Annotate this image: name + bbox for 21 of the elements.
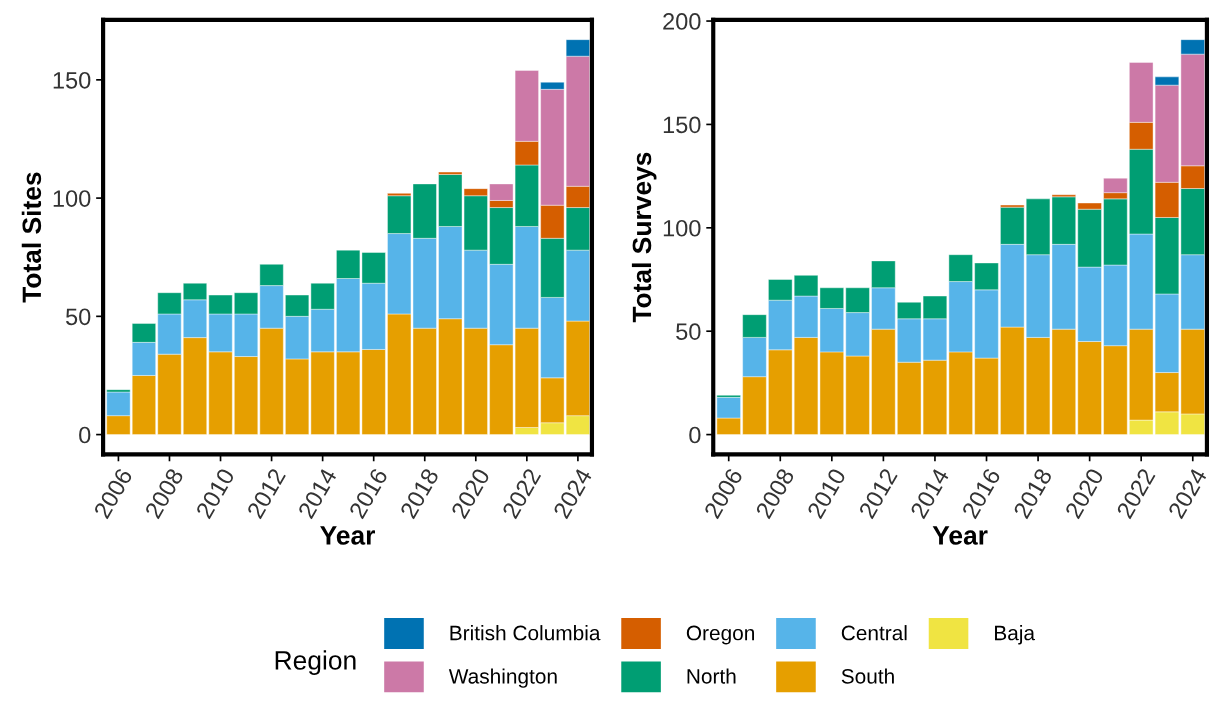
y-tick-label: 100 (53, 190, 91, 207)
legend-label: Washington (448, 668, 557, 688)
legend-label: British Columbia (450, 625, 601, 641)
x-axis-title: Year (932, 526, 988, 545)
y-axis-title: Total Surveys (631, 152, 657, 323)
y-tick-label: 0 (689, 426, 701, 444)
y-axis-title: Total Sites (21, 172, 42, 303)
legend-title: Region (275, 650, 356, 675)
legend-label: Oregon (686, 625, 754, 645)
y-tick-label: 50 (676, 323, 701, 340)
y-tick-label: 0 (79, 426, 91, 444)
y-tick-label: 150 (53, 71, 91, 89)
legend-label: South (841, 668, 894, 684)
legend-label: Central (841, 625, 907, 641)
legend-label: Baja (995, 625, 1036, 645)
legend-label: North (687, 668, 736, 684)
y-tick-label: 200 (663, 13, 701, 30)
y-tick-label: 50 (65, 308, 91, 326)
x-axis-title: Year (320, 526, 376, 545)
y-tick-label: 100 (663, 219, 701, 237)
y-tick-label: 150 (663, 116, 701, 134)
